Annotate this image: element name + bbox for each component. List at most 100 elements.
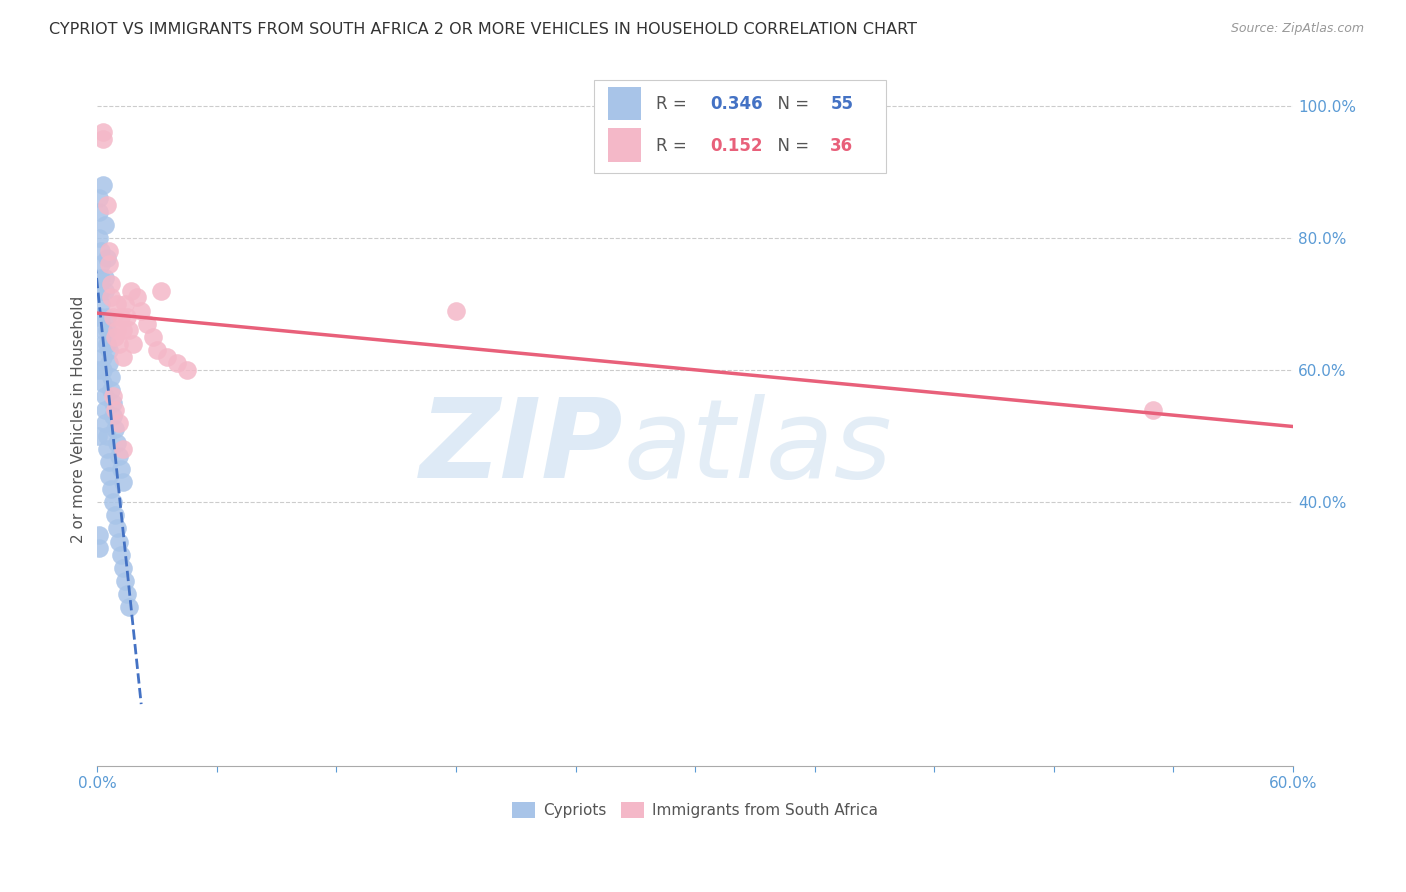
Point bbox=[105, 297, 128, 311]
Point bbox=[115, 587, 138, 601]
Point bbox=[91, 336, 114, 351]
Point bbox=[112, 561, 135, 575]
Point bbox=[94, 416, 117, 430]
Point bbox=[105, 521, 128, 535]
Point bbox=[94, 389, 117, 403]
Point bbox=[91, 323, 114, 337]
Point bbox=[98, 455, 121, 469]
Point bbox=[118, 323, 141, 337]
Point bbox=[98, 468, 121, 483]
Text: 55: 55 bbox=[831, 95, 853, 113]
Point bbox=[103, 389, 125, 403]
Point bbox=[87, 429, 110, 443]
Point bbox=[176, 363, 198, 377]
Point bbox=[114, 297, 136, 311]
Point bbox=[120, 284, 142, 298]
Point bbox=[89, 231, 111, 245]
Point bbox=[94, 270, 117, 285]
Text: 0.152: 0.152 bbox=[710, 136, 763, 154]
Point bbox=[90, 310, 112, 325]
Point bbox=[108, 336, 131, 351]
Point bbox=[110, 548, 132, 562]
Legend: Cypriots, Immigrants from South Africa: Cypriots, Immigrants from South Africa bbox=[506, 796, 884, 824]
Point bbox=[122, 336, 145, 351]
Point bbox=[105, 323, 128, 337]
Point bbox=[104, 330, 127, 344]
Point bbox=[91, 350, 114, 364]
Point bbox=[100, 290, 122, 304]
Point bbox=[91, 376, 114, 391]
Text: R =: R = bbox=[655, 136, 692, 154]
Point bbox=[89, 541, 111, 555]
Text: 36: 36 bbox=[831, 136, 853, 154]
Point bbox=[118, 600, 141, 615]
Point bbox=[91, 363, 114, 377]
Point bbox=[98, 356, 121, 370]
Point bbox=[129, 303, 152, 318]
Bar bbox=[607, 87, 641, 120]
Point bbox=[100, 383, 122, 397]
Point bbox=[91, 125, 114, 139]
Point bbox=[166, 356, 188, 370]
Point bbox=[90, 257, 112, 271]
Point bbox=[91, 132, 114, 146]
Text: Source: ZipAtlas.com: Source: ZipAtlas.com bbox=[1230, 22, 1364, 36]
Text: CYPRIOT VS IMMIGRANTS FROM SOUTH AFRICA 2 OR MORE VEHICLES IN HOUSEHOLD CORRELAT: CYPRIOT VS IMMIGRANTS FROM SOUTH AFRICA … bbox=[49, 22, 917, 37]
Text: 0.346: 0.346 bbox=[710, 95, 763, 113]
Point bbox=[100, 277, 122, 292]
Point bbox=[96, 323, 118, 337]
Point bbox=[142, 330, 165, 344]
Point bbox=[150, 284, 173, 298]
Text: R =: R = bbox=[655, 95, 692, 113]
Point bbox=[146, 343, 169, 358]
Text: ZIP: ZIP bbox=[420, 393, 623, 500]
Point bbox=[87, 363, 110, 377]
Point bbox=[112, 475, 135, 489]
Point bbox=[103, 409, 125, 424]
Point bbox=[444, 303, 467, 318]
Point bbox=[90, 297, 112, 311]
Point bbox=[110, 462, 132, 476]
Point bbox=[96, 336, 118, 351]
Point bbox=[96, 251, 118, 265]
Point bbox=[96, 429, 118, 443]
Text: atlas: atlas bbox=[623, 393, 891, 500]
Point bbox=[103, 495, 125, 509]
Point bbox=[94, 284, 117, 298]
Point bbox=[89, 191, 111, 205]
Point bbox=[89, 204, 111, 219]
Point bbox=[110, 310, 132, 325]
Point bbox=[100, 369, 122, 384]
Point bbox=[94, 218, 117, 232]
Point bbox=[108, 449, 131, 463]
Point bbox=[98, 257, 121, 271]
Text: N =: N = bbox=[766, 136, 814, 154]
Point bbox=[87, 310, 110, 325]
Point bbox=[100, 482, 122, 496]
Point bbox=[112, 350, 135, 364]
Text: N =: N = bbox=[766, 95, 814, 113]
Point bbox=[103, 310, 125, 325]
Point bbox=[103, 396, 125, 410]
Bar bbox=[607, 128, 641, 161]
Point bbox=[108, 534, 131, 549]
Point bbox=[90, 270, 112, 285]
Point bbox=[104, 422, 127, 436]
Point bbox=[98, 244, 121, 259]
Point bbox=[96, 442, 118, 456]
Point bbox=[89, 528, 111, 542]
Point bbox=[127, 290, 149, 304]
Point bbox=[112, 323, 135, 337]
Point bbox=[114, 574, 136, 588]
Point bbox=[104, 508, 127, 522]
Point bbox=[91, 178, 114, 193]
Point bbox=[90, 244, 112, 259]
Point bbox=[94, 402, 117, 417]
Point bbox=[108, 416, 131, 430]
Point bbox=[1142, 402, 1164, 417]
Point bbox=[136, 317, 159, 331]
Point bbox=[98, 343, 121, 358]
Point bbox=[96, 198, 118, 212]
Point bbox=[115, 310, 138, 325]
Point bbox=[96, 310, 118, 325]
